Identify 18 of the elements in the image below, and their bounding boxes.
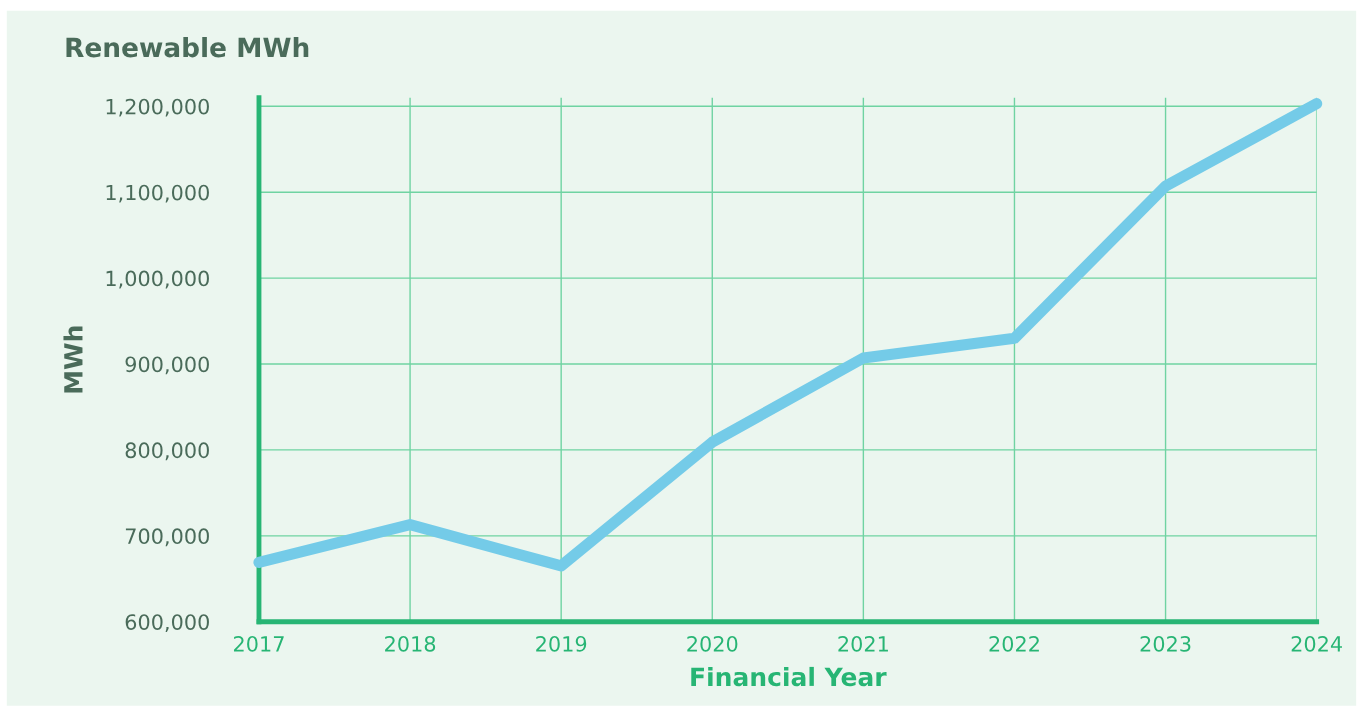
y-tick-label: 800,000 [125,442,209,461]
y-tick-label: 900,000 [125,356,209,375]
x-axis-title: Financial Year [691,666,887,687]
x-tick-label: 2017 [233,635,284,652]
y-tick-label: 1,100,000 [106,184,209,203]
x-tick-label: 2024 [1291,635,1342,652]
x-tick-label: 2022 [989,635,1039,652]
chart-title: Renewable MWh [66,36,309,58]
x-tick-label: 2021 [838,635,888,652]
x-tick-label: 2023 [1140,635,1191,652]
y-axis-title: MWh [63,326,83,393]
y-tick-label: 1,000,000 [106,270,209,289]
x-tick-label: 2018 [385,635,436,652]
y-tick-label: 600,000 [125,614,209,633]
x-tick-label: 2019 [536,635,587,652]
y-tick-label: 700,000 [125,528,209,547]
y-tick-label: 1,200,000 [106,98,209,117]
x-tick-label: 2020 [687,635,738,652]
